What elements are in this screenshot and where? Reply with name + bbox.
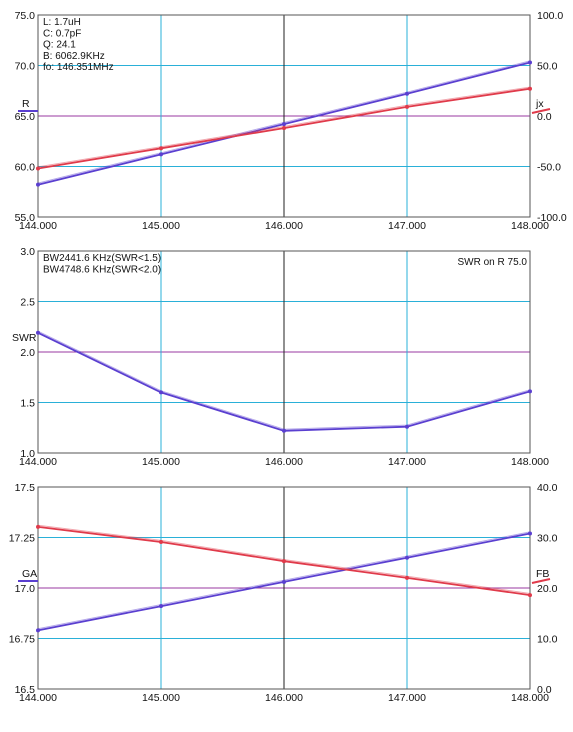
y-tick-label: 16.75	[9, 634, 35, 646]
y-tick-label: 17.25	[9, 533, 35, 545]
x-tick-label: 148.000	[511, 692, 549, 704]
y-tick-label: 16.5	[15, 684, 36, 696]
x-tick-label: 144.000	[19, 456, 57, 468]
swr-reference-note: SWR on R 75.0	[458, 257, 528, 268]
data-point	[528, 531, 532, 536]
data-point	[282, 428, 286, 433]
x-tick-label: 146.000	[265, 456, 303, 468]
y-tick-label: 17.5	[15, 482, 36, 494]
info-line: BW4748.6 KHz(SWR<2.0)	[43, 264, 161, 275]
y2-tick-label: 20.0	[537, 583, 558, 595]
y-tick-label: 55.0	[15, 212, 36, 224]
x-tick-label: 148.000	[511, 456, 549, 468]
info-line: BW2441.6 KHz(SWR<1.5)	[43, 253, 161, 264]
y-tick-label: 75.0	[15, 10, 36, 22]
plot-frame	[37, 250, 531, 454]
x-tick-label: 144.000	[19, 220, 57, 232]
y-tick-label: 1.0	[20, 448, 35, 460]
data-point	[159, 390, 163, 395]
data-point	[36, 524, 40, 529]
y-tick-label: 65.0	[15, 111, 36, 123]
data-point	[159, 604, 163, 609]
chart-panel-3: 16.5 16.75 17.0 17.25 17.5 0.0 10.0 20.0 30.0 40.…	[9, 482, 558, 704]
data-point	[159, 540, 163, 545]
data-point	[405, 555, 409, 560]
y-axis-label: R	[22, 98, 30, 110]
y-axis-label: SWR	[12, 332, 37, 344]
chart-panel-1: 55.0 60.0 65.0 70.0 75.0 -100.0 -50.0 0.0 50.0 10…	[15, 10, 567, 232]
y-axis-label: GA	[22, 568, 37, 580]
data-point	[405, 575, 409, 580]
y-tick-label: 3.0	[20, 246, 35, 258]
data-point	[528, 593, 532, 598]
data-point	[36, 182, 40, 187]
y2-tick-label: 100.0	[537, 10, 563, 22]
data-point	[528, 60, 532, 65]
data-point	[159, 146, 163, 151]
x-tick-label: 145.000	[142, 456, 180, 468]
info-line: B: 6062.9KHz	[43, 51, 105, 62]
y2-axis-label: jx	[535, 98, 544, 110]
y-tick-label: 17.0	[15, 583, 36, 595]
data-point	[528, 389, 532, 394]
info-line: fo: 146.351MHz	[43, 62, 114, 73]
y-tick-label: 60.0	[15, 162, 36, 174]
y2-tick-label: 0.0	[537, 684, 552, 696]
y2-axis-label: FB	[536, 568, 549, 580]
x-tick-label: 148.000	[511, 220, 549, 232]
y2-tick-label: 50.0	[537, 61, 558, 73]
data-point	[282, 559, 286, 564]
data-point	[282, 122, 286, 127]
data-point	[159, 152, 163, 157]
y2-axis-legend-stroke	[531, 108, 551, 114]
data-point	[282, 579, 286, 584]
y-tick-label: 70.0	[15, 61, 36, 73]
data-point	[528, 86, 532, 91]
x-tick-label: 144.000	[19, 692, 57, 704]
plot-frame	[37, 486, 531, 690]
y2-tick-label: -100.0	[537, 212, 567, 224]
y2-tick-label: -50.0	[537, 162, 561, 174]
info-line: Q: 24.1	[43, 40, 76, 51]
data-point	[405, 424, 409, 429]
x-tick-label: 147.000	[388, 220, 426, 232]
y-tick-label: 1.5	[20, 398, 35, 410]
x-tick-label: 146.000	[265, 220, 303, 232]
info-line: C: 0.7pF	[43, 28, 81, 39]
data-point	[36, 628, 40, 633]
plot-frame	[37, 14, 531, 218]
x-tick-label: 145.000	[142, 220, 180, 232]
data-point	[282, 126, 286, 131]
data-point	[36, 166, 40, 171]
y-tick-label: 2.5	[20, 297, 35, 309]
chart-panel-2: 1.0 1.5 2.0 2.5 3.0 144.000 145.000 146.000 147.…	[12, 246, 549, 468]
data-point	[36, 330, 40, 335]
data-point	[405, 91, 409, 96]
y2-axis-legend-stroke	[531, 578, 551, 584]
x-tick-label: 147.000	[388, 692, 426, 704]
y-tick-label: 2.0	[20, 347, 35, 359]
y2-tick-label: 10.0	[537, 634, 558, 646]
x-tick-label: 146.000	[265, 692, 303, 704]
info-line: L: 1.7uH	[43, 17, 81, 28]
x-tick-label: 147.000	[388, 456, 426, 468]
x-tick-label: 145.000	[142, 692, 180, 704]
y2-tick-label: 40.0	[537, 482, 558, 494]
data-point	[405, 104, 409, 109]
y2-tick-label: 0.0	[537, 111, 552, 123]
y2-tick-label: 30.0	[537, 533, 558, 545]
